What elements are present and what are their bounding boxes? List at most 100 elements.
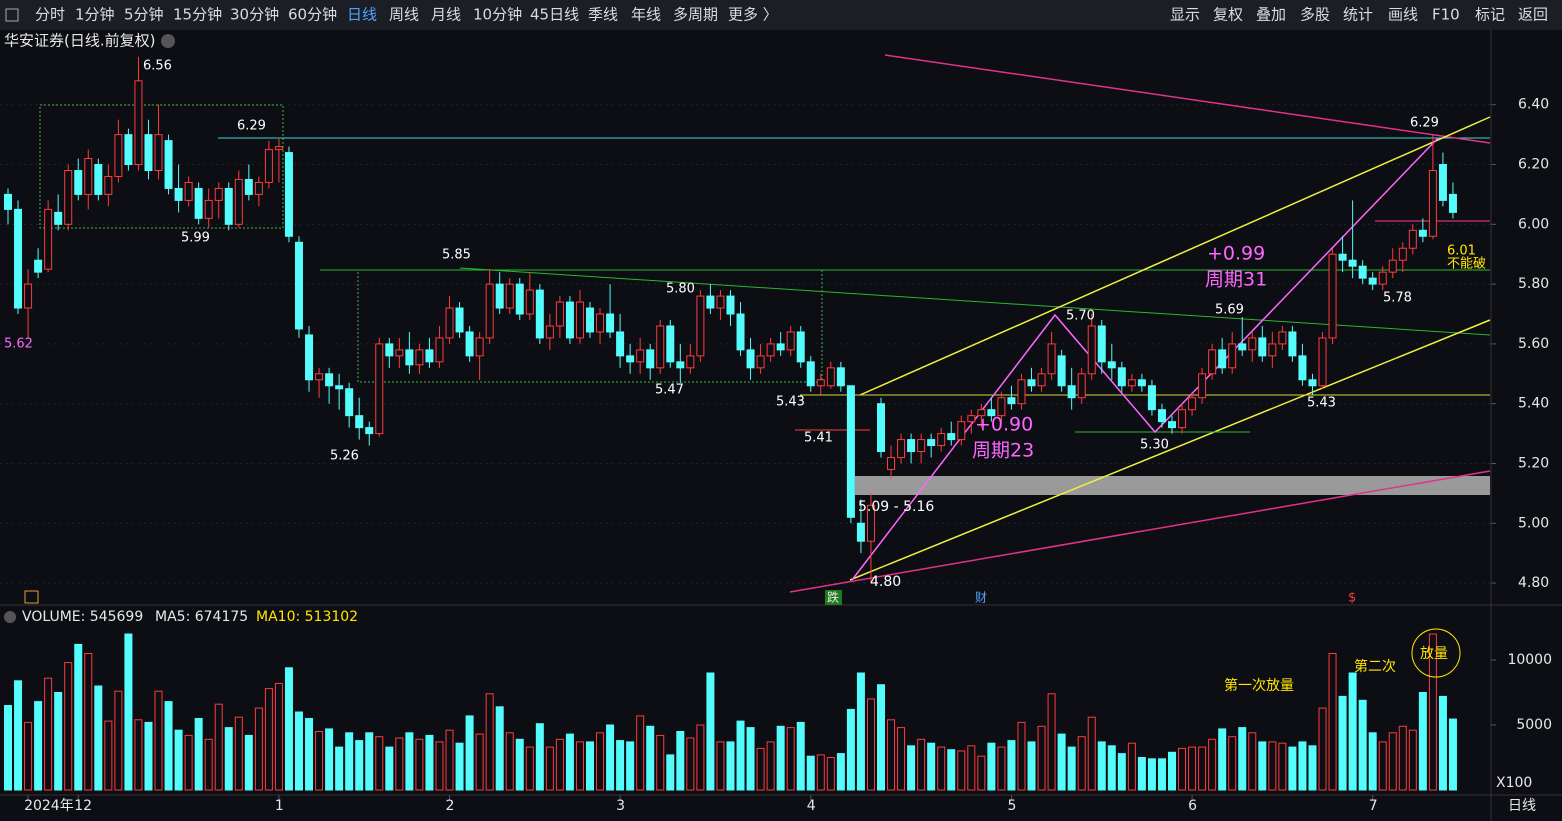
volume-bar: [184, 734, 193, 791]
toolbar-item[interactable]: F10: [1432, 6, 1460, 24]
toolbar-item[interactable]: 45日线: [530, 6, 579, 24]
volume-bar: [114, 690, 123, 791]
candle-body: [1318, 337, 1327, 387]
candle-body: [1218, 349, 1227, 369]
toolbar-item[interactable]: 返回: [1518, 6, 1548, 24]
candle-body: [234, 178, 243, 225]
volume-bar: [706, 672, 715, 791]
volume-bar: [786, 727, 795, 791]
volume-bar: [495, 706, 504, 791]
volume-bar: [575, 741, 584, 791]
toolbar-item[interactable]: 5分钟: [124, 6, 164, 24]
candle-body: [204, 199, 213, 219]
volume-bar: [726, 741, 735, 791]
candle-body: [164, 140, 173, 189]
candle-body: [1288, 331, 1297, 357]
volume-bar: [927, 742, 936, 791]
toolbar-item[interactable]: 季线: [588, 6, 618, 24]
period-label[interactable]: 日线: [1508, 798, 1536, 814]
toolbar-item[interactable]: 更多 〉: [728, 6, 778, 24]
volume-bars: [4, 633, 1457, 791]
event-marker[interactable]: [825, 590, 842, 605]
candle-body: [1388, 259, 1397, 273]
event-marker-label[interactable]: 财: [975, 591, 987, 605]
candle-body: [1147, 385, 1156, 411]
y-tick-label: 4.80: [1518, 575, 1549, 591]
annotation: 6.56: [143, 59, 172, 74]
volume-bar: [315, 731, 324, 791]
volume-bar: [335, 746, 344, 791]
toolbar-item[interactable]: 周线: [389, 6, 419, 24]
toolbar-item[interactable]: 15分钟: [173, 6, 222, 24]
candle-body: [927, 439, 936, 447]
candle-body: [816, 379, 825, 387]
toolbar-item[interactable]: 10分钟: [473, 6, 522, 24]
event-marker-label[interactable]: $: [1348, 591, 1356, 606]
y-tick-label: 5.00: [1518, 515, 1549, 531]
volume-bar: [415, 738, 424, 791]
candle-body: [586, 307, 594, 333]
legend-dropdown[interactable]: [4, 611, 16, 623]
volume-bar: [104, 720, 113, 791]
channel-upper: [859, 116, 1491, 396]
toolbar-item[interactable]: 统计: [1343, 6, 1373, 24]
annotation: 5.85: [442, 248, 471, 263]
toolbar-item[interactable]: 显示: [1170, 6, 1200, 24]
annotation: 不能破: [1447, 257, 1486, 272]
toolbar-item[interactable]: 60分钟: [288, 6, 337, 24]
toolbar-item[interactable]: 画线: [1388, 6, 1418, 24]
candle-body: [967, 415, 976, 423]
toolbar-item[interactable]: 多周期: [673, 6, 718, 24]
candle-body: [756, 355, 765, 369]
candle-body: [987, 409, 996, 417]
volume-bar: [1228, 736, 1237, 791]
toolbar-item[interactable]: 日线: [347, 6, 377, 24]
candle-body: [1418, 229, 1427, 237]
candle-body: [1067, 385, 1076, 399]
toolbar-item[interactable]: 1分钟: [75, 6, 115, 24]
trend-line: [459, 267, 1491, 336]
x-tick-label: 7: [1369, 798, 1378, 814]
channel-lower: [849, 319, 1491, 581]
title-dropdown[interactable]: [161, 34, 175, 48]
wave-line: [851, 137, 1439, 581]
x-tick-label: 12: [74, 798, 92, 814]
volume-bar: [425, 734, 434, 791]
toolbar-item[interactable]: 月线: [431, 6, 461, 24]
volume-bar: [866, 698, 875, 791]
toolbar-item[interactable]: 叠加: [1256, 6, 1286, 24]
volume-bar: [4, 705, 12, 791]
volume-bar: [656, 734, 665, 791]
candle-body: [545, 325, 554, 339]
volume-bar: [224, 727, 233, 791]
volume-bar: [134, 719, 143, 791]
candle-body: [846, 385, 855, 518]
volume-bar: [1268, 741, 1277, 791]
candle-body: [1077, 373, 1086, 399]
volume-bar: [736, 720, 745, 791]
volume-bar: [124, 633, 133, 791]
panel-icon[interactable]: [5, 8, 19, 22]
toolbar-item[interactable]: 年线: [631, 6, 661, 24]
toolbar-item[interactable]: 多股: [1300, 6, 1330, 24]
candle-body: [1438, 164, 1447, 201]
toolbar-item[interactable]: 30分钟: [230, 6, 279, 24]
volume-bar: [385, 746, 394, 791]
candle-body: [395, 349, 404, 357]
volume-bar: [565, 733, 574, 791]
candle-body: [1198, 373, 1207, 399]
y-tick-label: 5.40: [1518, 396, 1549, 412]
volume-bar: [1288, 746, 1297, 791]
candle-body: [1358, 265, 1367, 279]
volume-bar: [1428, 633, 1437, 791]
volume-bar: [365, 732, 374, 791]
candle-body: [1047, 343, 1056, 375]
x-tick-label: 4: [807, 798, 816, 814]
volume-bar: [64, 662, 73, 791]
reset-icon[interactable]: [24, 590, 39, 604]
toolbar-item[interactable]: 复权: [1213, 6, 1243, 24]
toolbar-item[interactable]: 分时: [35, 6, 65, 24]
volume-bar: [74, 643, 83, 791]
volume-bar: [1188, 746, 1197, 791]
toolbar-item[interactable]: 标记: [1475, 6, 1505, 24]
